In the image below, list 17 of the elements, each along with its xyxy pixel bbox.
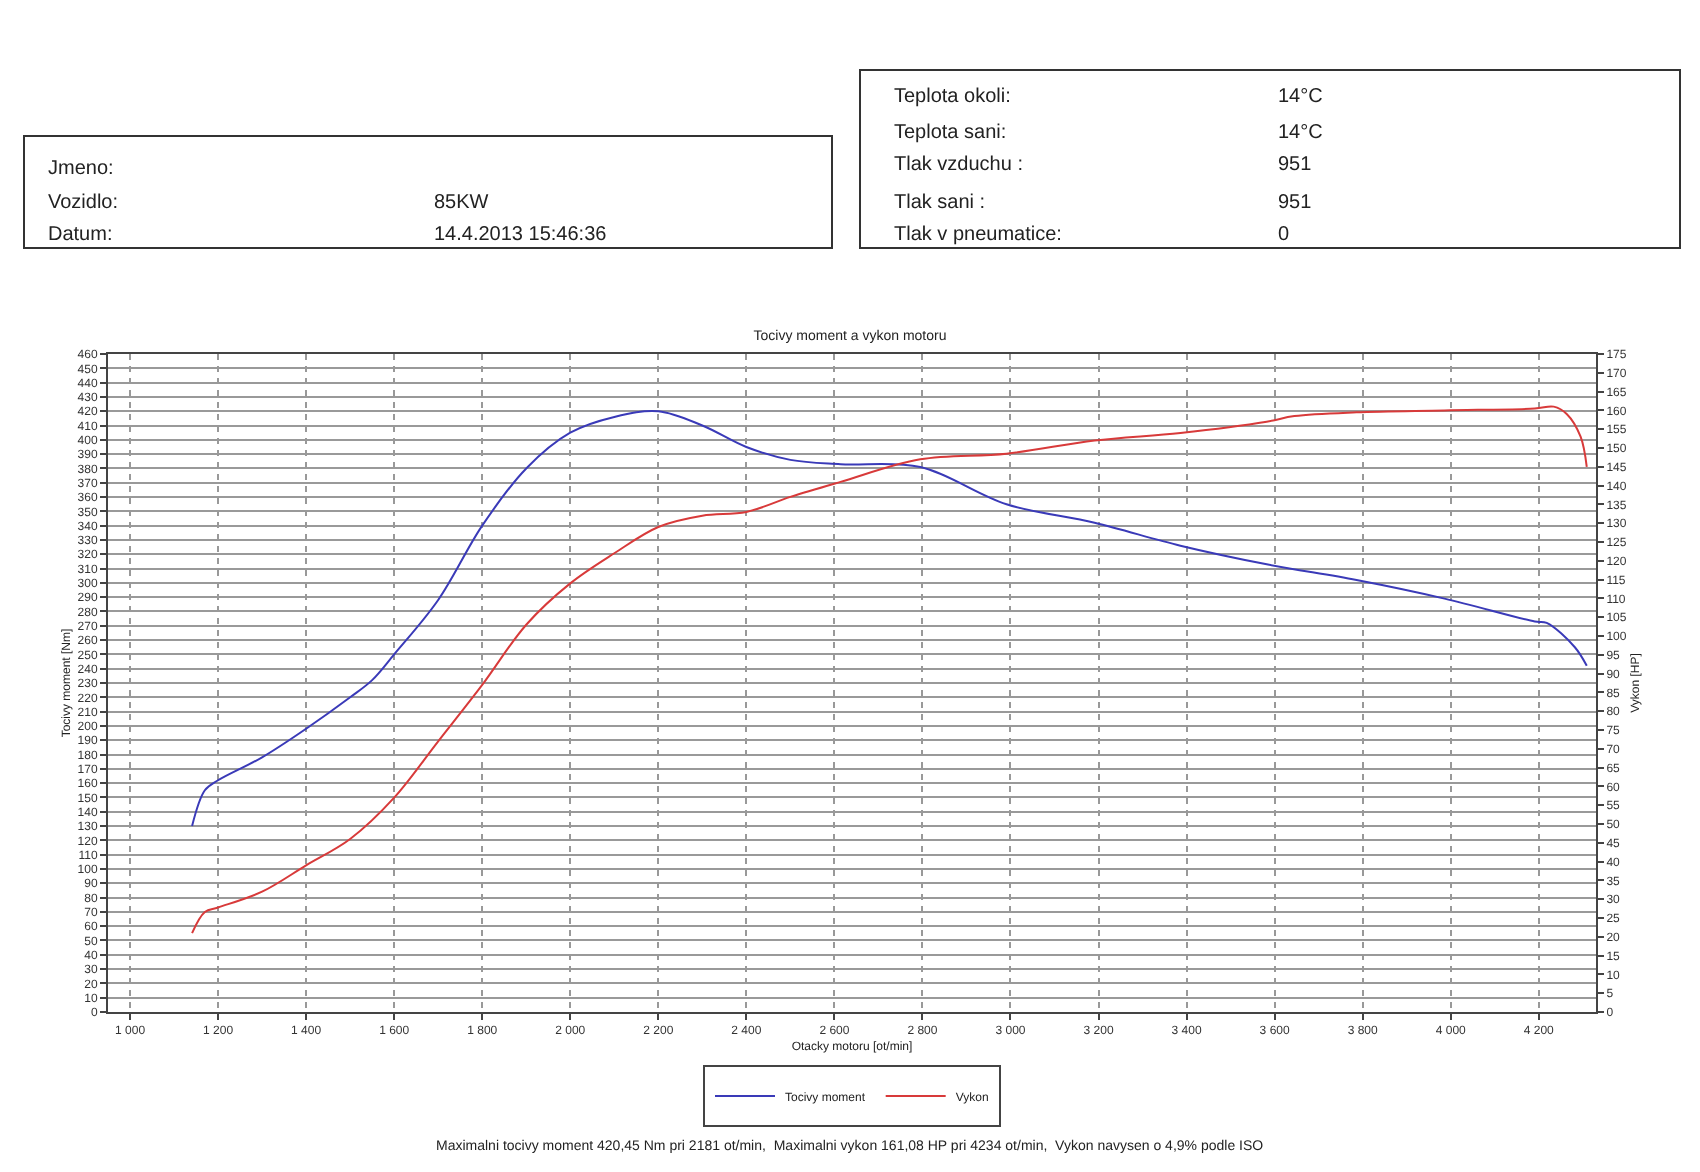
line-series [191,405,1588,935]
text: Teplota sani: [894,122,1007,144]
text: Tlak sani : [894,192,986,214]
text: 14°C [1278,86,1323,108]
text: 951 [1278,192,1313,214]
text: Jmeno: [48,158,114,180]
text: 14°C [1278,122,1323,144]
text: 14.4.2013 15:46:36 [434,224,608,246]
line-series [191,410,1588,828]
text: Teplota okoli: [894,86,1011,108]
text: Tlak vzduchu : [894,154,1023,176]
text: 0 [1278,224,1290,246]
text: Datum: [48,224,113,246]
text: 85KW [434,192,490,214]
text: Vozidlo: [48,192,119,214]
text: Tlak v pneumatice: [894,224,1062,246]
text: 951 [1278,154,1313,176]
